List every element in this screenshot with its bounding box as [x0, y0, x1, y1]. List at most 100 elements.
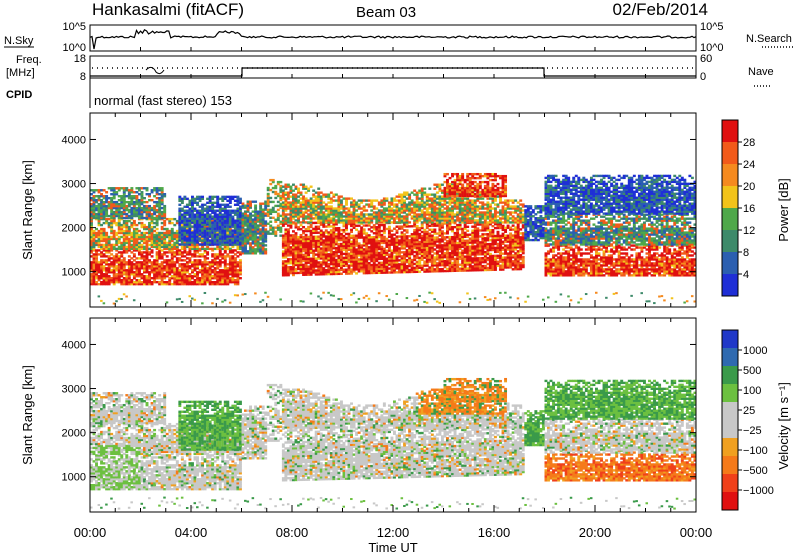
heatmap-cell: [203, 279, 207, 282]
heatmap-cell: [92, 235, 96, 239]
heatmap-cell: [418, 197, 422, 200]
heatmap-cell: [408, 247, 412, 250]
heatmap-cell: [279, 180, 283, 184]
heatmap-cell: [196, 259, 199, 262]
heatmap-cell: [329, 199, 333, 202]
heatmap-cell: [218, 263, 222, 266]
heatmap-cell: [423, 246, 427, 249]
heatmap-cell: [198, 195, 202, 199]
heatmap-cell: [314, 201, 318, 204]
heatmap-cell: [228, 269, 232, 272]
heatmap-cell: [425, 217, 429, 220]
heatmap-cell: [140, 210, 144, 214]
heatmap-cell: [231, 249, 235, 252]
heatmap-cell: [420, 238, 424, 242]
heatmap-cell: [188, 247, 192, 251]
heatmap-cell: [153, 273, 157, 276]
heatmap-cell: [254, 240, 258, 243]
heatmap-cell: [193, 247, 197, 251]
heatmap-cell: [231, 271, 235, 274]
heatmap-cell: [350, 260, 353, 263]
heatmap-cell: [393, 269, 396, 272]
heatmap-cell: [238, 271, 242, 274]
heatmap-cell: [155, 265, 159, 268]
heatmap-cell: [372, 239, 376, 243]
heatmap-cell: [105, 212, 109, 216]
heatmap-cell: [160, 282, 164, 286]
heatmap-cell: [382, 213, 386, 216]
heatmap-cell: [355, 258, 359, 261]
heatmap-cell: [249, 246, 252, 249]
heatmap-cell: [443, 265, 447, 269]
heatmap-cell: [148, 229, 151, 233]
heatmap-cell: [314, 271, 318, 274]
heatmap-cell: [420, 230, 424, 234]
heatmap-cell: [193, 229, 197, 232]
heatmap-cell: [365, 203, 369, 206]
heatmap-cell: [193, 249, 197, 252]
heatmap-cell: [420, 191, 424, 194]
heatmap-cell: [115, 206, 119, 210]
heatmap-cell: [415, 298, 419, 301]
heatmap-cell: [357, 207, 361, 210]
heatmap-cell: [206, 277, 210, 280]
heatmap-cell: [307, 247, 311, 251]
heatmap-cell: [112, 187, 116, 190]
heatmap-cell: [120, 235, 124, 239]
heatmap-cell: [387, 219, 391, 222]
heatmap-cell: [375, 213, 379, 216]
heatmap-cell: [196, 227, 199, 230]
heatmap-cell: [122, 221, 126, 225]
heatmap-cell: [173, 217, 177, 221]
heatmap-cell: [206, 233, 210, 236]
heatmap-cell: [370, 213, 374, 216]
heatmap-cell: [246, 250, 250, 253]
heatmap-cell: [400, 227, 404, 230]
heatmap-cell: [211, 277, 215, 280]
heatmap-cell: [365, 269, 369, 273]
heatmap-cell: [266, 210, 270, 214]
heatmap-cell: [203, 280, 207, 284]
heatmap-cell: [130, 279, 134, 282]
heatmap-cell: [213, 280, 217, 284]
heatmap-cell: [420, 234, 424, 238]
heatmap-cell: [425, 264, 429, 267]
heatmap-cell: [208, 273, 212, 276]
heatmap-cell: [158, 251, 162, 254]
heatmap-cell: [352, 199, 356, 202]
heatmap-cell: [193, 215, 197, 218]
heatmap-cell: [150, 191, 154, 194]
heatmap-cell: [319, 223, 323, 226]
heatmap-cell: [355, 268, 359, 271]
heatmap-cell: [347, 244, 351, 247]
heatmap-cell: [415, 240, 419, 244]
heatmap-cell: [281, 211, 285, 214]
heatmap-cell: [347, 272, 351, 275]
heatmap-cell: [398, 235, 401, 238]
heatmap-cell: [380, 213, 384, 216]
heatmap-cell: [226, 229, 230, 232]
heatmap-cell: [292, 201, 295, 204]
heatmap-cell: [218, 203, 222, 206]
heatmap-cell: [393, 267, 396, 270]
heatmap-cell: [289, 252, 293, 255]
heatmap-cell: [362, 296, 366, 299]
heatmap-cell: [223, 211, 227, 214]
heatmap-cell: [286, 268, 290, 271]
heatmap-cell: [284, 262, 288, 265]
heatmap-cell: [110, 196, 114, 200]
heatmap-cell: [175, 275, 179, 278]
heatmap-cell: [102, 216, 106, 220]
heatmap-cell: [168, 245, 172, 249]
heatmap-cell: [403, 241, 407, 244]
heatmap-cell: [135, 282, 139, 286]
heatmap-cell: [334, 264, 338, 268]
heatmap-cell: [223, 195, 227, 199]
heatmap-cell: [140, 247, 144, 251]
heatmap-cell: [163, 267, 167, 270]
heatmap-cell: [324, 221, 328, 224]
heatmap-cell: [175, 269, 179, 272]
heatmap-cell: [155, 255, 159, 258]
heatmap-cell: [420, 268, 424, 271]
heatmap-cell: [345, 246, 348, 250]
